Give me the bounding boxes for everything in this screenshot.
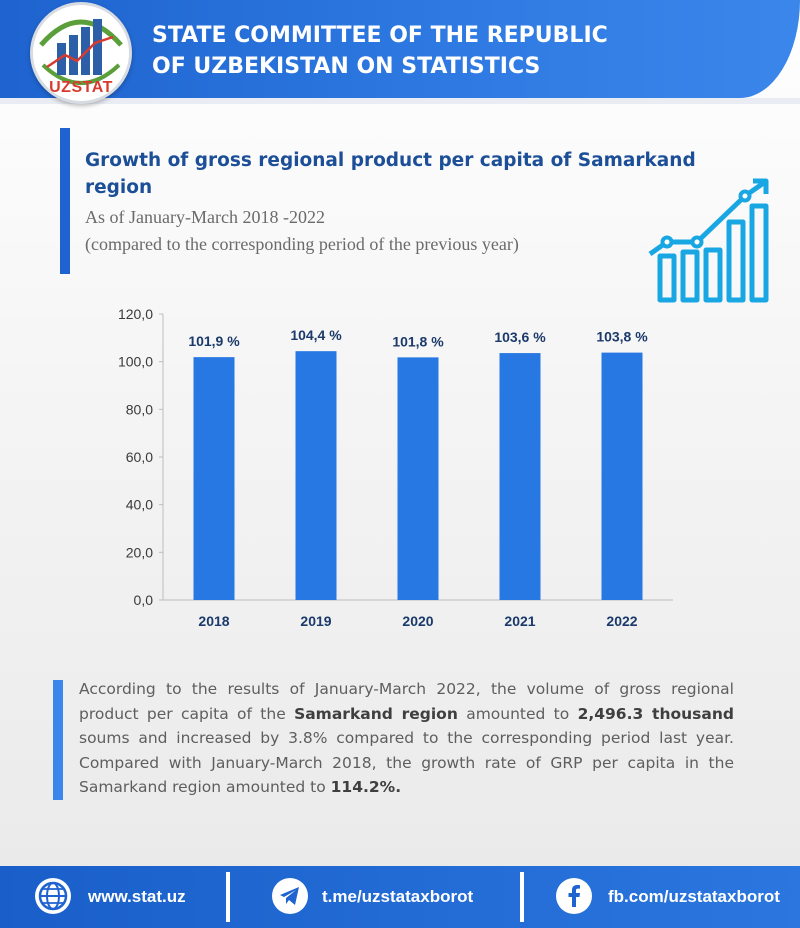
bar-2021 xyxy=(499,353,541,600)
header-divider xyxy=(0,98,800,104)
value-label-2020: 101,8 % xyxy=(392,333,444,349)
value-label-2019: 104,4 % xyxy=(290,327,342,343)
y-tick-label: 120,0 xyxy=(118,306,153,322)
telegram-icon[interactable] xyxy=(272,878,308,914)
logo-emblem-icon xyxy=(39,19,123,85)
y-tick-label: 40,0 xyxy=(126,497,153,513)
y-tick-label: 60,0 xyxy=(126,449,153,465)
subtitle-period: As of January-March 2018 -2022 xyxy=(85,207,325,227)
x-tick-label-2019: 2019 xyxy=(300,613,331,629)
title-accent-bar xyxy=(60,128,70,274)
footer-bar xyxy=(0,866,800,928)
x-tick-label-2020: 2020 xyxy=(402,613,433,629)
value-label-2022: 103,8 % xyxy=(596,329,648,345)
uzstat-logo[interactable]: UZSTAT xyxy=(30,2,132,104)
desc-growth-rate: 114.2%. xyxy=(330,778,402,796)
chart-title: Growth of gross regional product per cap… xyxy=(85,150,696,198)
footer-separator xyxy=(520,872,524,922)
telegram-link[interactable]: t.me/uzstataxborot xyxy=(322,887,474,906)
y-tick-label: 20,0 xyxy=(126,544,153,560)
header-title-line1: STATE COMMITTEE OF THE REPUBLIC xyxy=(152,23,608,48)
bar-chart: 0,0 20,0 40,0 60,0 80,0 100,0 120,0 101,9 % 201… xyxy=(118,306,673,629)
desc-part2: amounted to xyxy=(457,704,578,723)
footer-separator xyxy=(226,872,230,922)
facebook-icon[interactable] xyxy=(556,878,592,914)
desc-part3: soums and increased by 3.8% compared to … xyxy=(79,729,734,796)
y-tick-label: 100,0 xyxy=(118,354,153,370)
globe-icon[interactable] xyxy=(35,878,71,914)
y-tick-label: 0,0 xyxy=(134,592,154,608)
website-link[interactable]: www.stat.uz xyxy=(88,887,186,906)
bar-2019 xyxy=(295,351,337,600)
x-tick-label-2021: 2021 xyxy=(504,613,535,629)
x-tick-label-2022: 2022 xyxy=(606,613,637,629)
desc-region: Samarkand region xyxy=(294,704,458,723)
header-banner xyxy=(0,0,800,98)
bar-2022 xyxy=(601,352,643,600)
desc-part1: According to the results of January-Marc… xyxy=(79,680,734,723)
header-title-line2: OF UZBEKISTAN ON STATISTICS xyxy=(152,54,541,79)
subtitle-comparison: (compared to the corresponding period of… xyxy=(85,234,519,254)
chart-subtitle: As of January-March 2018 -2022 (compared… xyxy=(85,204,685,258)
facebook-link[interactable]: fb.com/uzstataxborot xyxy=(608,887,780,906)
header-title: STATE COMMITTEE OF THE REPUBLIC OF UZBEK… xyxy=(152,20,772,82)
bar-2020 xyxy=(397,357,439,600)
y-tick-label: 80,0 xyxy=(126,401,153,417)
desc-volume: 2,496.3 thousand xyxy=(577,704,734,723)
bar-2018 xyxy=(193,357,235,600)
growth-chart-icon xyxy=(648,178,769,303)
x-tick-label-2018: 2018 xyxy=(198,613,229,629)
description-text: According to the results of January-Marc… xyxy=(79,677,734,800)
value-label-2021: 103,6 % xyxy=(494,329,546,345)
logo-text: UZSTAT xyxy=(49,79,113,96)
description-accent-bar xyxy=(53,680,63,800)
value-label-2018: 101,9 % xyxy=(188,333,240,349)
